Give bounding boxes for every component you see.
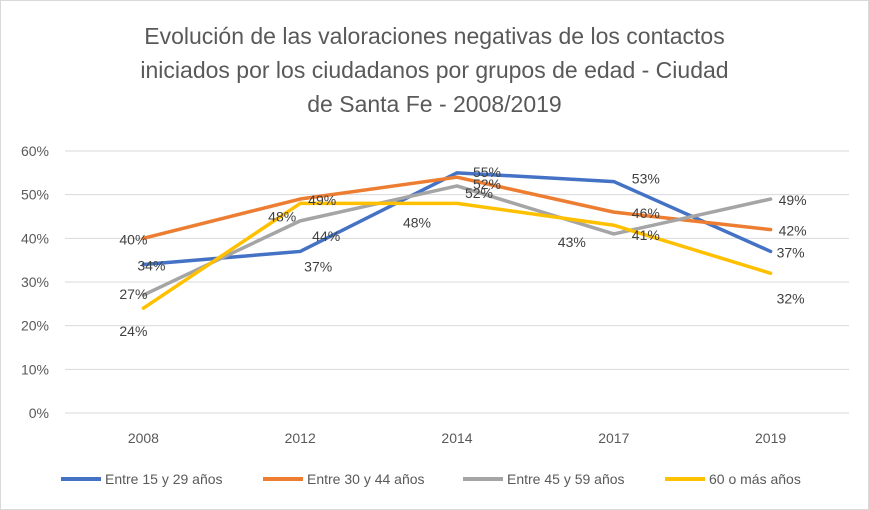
data-point (613, 233, 615, 235)
data-label: 37% (777, 244, 805, 260)
chart-title: Evolución de las valoraciones negativas … (61, 19, 808, 121)
data-point (456, 202, 458, 204)
data-point (613, 211, 615, 213)
y-tick-label: 60% (21, 143, 49, 159)
x-axis-ticks: 2008 2012 2014 2017 2019 (128, 430, 787, 446)
data-point (770, 250, 772, 252)
data-label: 24% (119, 323, 147, 339)
legend: Entre 15 y 29 años Entre 30 y 44 años Entr… (61, 471, 801, 487)
data-label: 46% (632, 205, 660, 221)
y-tick-label: 50% (21, 187, 49, 203)
data-label: 42% (779, 223, 807, 239)
y-tick-label: 30% (21, 274, 49, 290)
data-label: 32% (777, 290, 805, 306)
chart-title-line-2: iniciados por los ciudadanos por grupos … (140, 57, 729, 83)
y-tick-label: 20% (21, 318, 49, 334)
data-point (770, 272, 772, 274)
data-point (456, 176, 458, 178)
chart-title-line-3: de Santa Fe - 2008/2019 (307, 91, 562, 117)
y-tick-label: 0% (29, 405, 49, 421)
data-point (770, 229, 772, 231)
y-tick-label: 10% (21, 361, 49, 377)
series-lines (141, 171, 773, 310)
data-point (456, 185, 458, 187)
data-point (142, 237, 144, 239)
chart-title-line-1: Evolución de las valoraciones negativas … (144, 23, 725, 49)
y-tick-label: 40% (21, 230, 49, 246)
data-label: 52% (465, 185, 493, 201)
data-point (142, 264, 144, 266)
x-tick-label: 2019 (755, 430, 786, 446)
x-tick-label: 2014 (441, 430, 472, 446)
data-point (142, 307, 144, 309)
data-label: 49% (779, 192, 807, 208)
data-point (299, 198, 301, 200)
data-label: 41% (632, 227, 660, 243)
data-label: 48% (403, 214, 431, 230)
legend-label: Entre 30 y 44 años (307, 471, 425, 487)
legend-label: Entre 45 y 59 años (507, 471, 625, 487)
data-label: 49% (308, 192, 336, 208)
data-point (770, 198, 772, 200)
data-point (456, 172, 458, 174)
x-tick-label: 2012 (285, 430, 316, 446)
data-label: 37% (304, 258, 332, 274)
data-point (299, 202, 301, 204)
x-tick-label: 2008 (128, 430, 159, 446)
data-point (299, 220, 301, 222)
data-point (142, 294, 144, 296)
data-label: 55% (473, 164, 501, 180)
data-labels: 34% 37% 55% 53% 37% 40% 49% 52% 46% 42% 27% 44% 52% 4… (119, 164, 806, 339)
data-label: 27% (119, 286, 147, 302)
data-label: 53% (632, 171, 660, 187)
data-label: 44% (312, 228, 340, 244)
data-label: 43% (558, 234, 586, 250)
y-axis-ticks: 0% 10% 20% 30% 40% 50% 60% (21, 143, 49, 421)
legend-label: Entre 15 y 29 años (105, 471, 223, 487)
x-tick-label: 2017 (598, 430, 629, 446)
gridlines (65, 150, 849, 414)
data-point (299, 250, 301, 252)
data-label: 48% (268, 208, 296, 224)
data-label: 40% (119, 231, 147, 247)
data-label: 52% (473, 176, 501, 192)
data-point (613, 181, 615, 183)
data-label: 34% (137, 258, 165, 274)
data-point (613, 224, 615, 226)
legend-label: 60 o más años (709, 471, 801, 487)
